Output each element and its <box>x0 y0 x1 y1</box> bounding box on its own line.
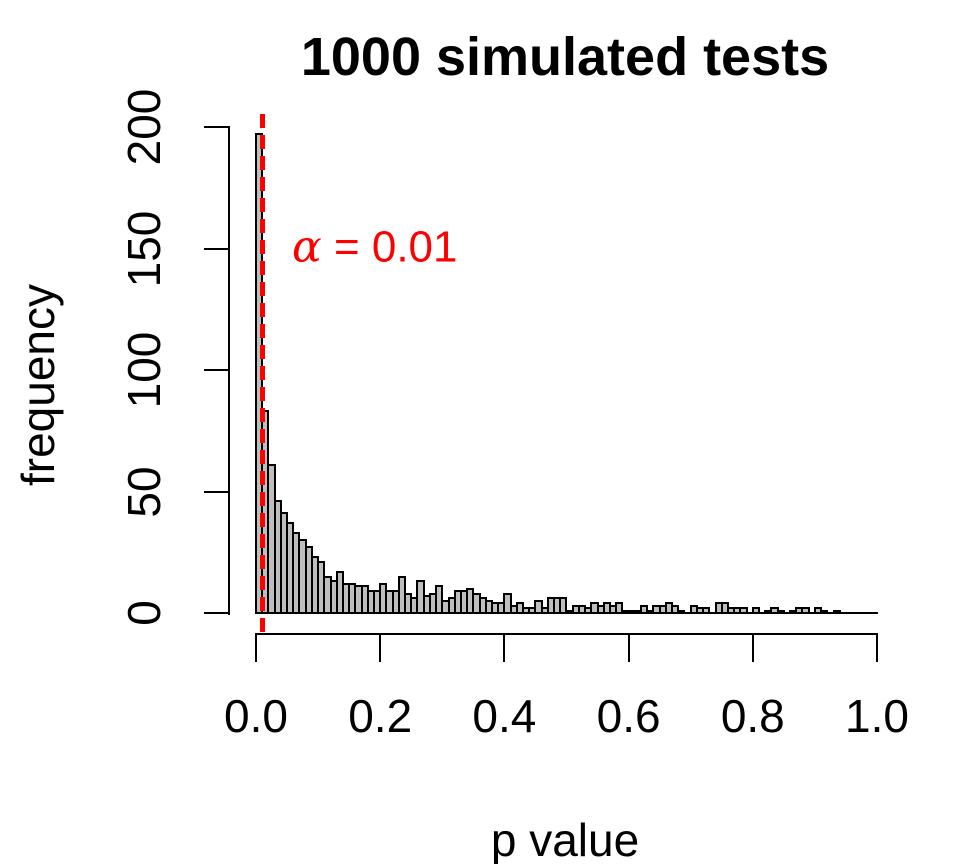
histogram-bar <box>435 585 444 614</box>
y-axis-tick <box>204 369 230 371</box>
y-tick-label: 150 <box>118 210 170 287</box>
histogram-bar <box>832 609 841 614</box>
x-axis-tick <box>379 635 382 662</box>
y-tick-label: 0 <box>118 600 170 626</box>
x-axis-tick <box>876 635 878 662</box>
alpha-annotation: α = 0.01 <box>292 222 458 273</box>
y-axis-tick <box>204 490 230 493</box>
x-axis-tick <box>255 635 257 662</box>
y-axis-tick <box>204 612 230 614</box>
x-axis-tick <box>751 635 754 662</box>
y-tick-label: 50 <box>118 465 170 518</box>
histogram-bar <box>776 609 785 614</box>
alpha-threshold-line <box>259 114 265 636</box>
histogram-bar <box>559 597 568 614</box>
histogram-bar <box>534 599 543 614</box>
histogram-bar <box>677 609 686 614</box>
histogram-bar <box>751 607 760 614</box>
histogram-bar <box>671 604 680 614</box>
histogram-bar <box>615 602 624 614</box>
histogram-bar <box>503 592 512 614</box>
histogram-bar <box>640 604 649 614</box>
histogram-bar <box>702 607 711 614</box>
x-tick-label: 0.8 <box>720 690 785 742</box>
x-tick-label: 0.4 <box>472 690 537 742</box>
x-tick-label: 0.2 <box>348 690 413 742</box>
y-axis-title: frequency <box>12 283 64 487</box>
y-axis-tick <box>204 247 230 250</box>
histogram-bar <box>801 607 810 614</box>
chart-title: 1000 simulated tests <box>300 27 830 87</box>
x-axis-tick <box>627 635 630 662</box>
alpha-annotation-text: = 0.01 <box>321 222 458 272</box>
x-tick-label: 0.6 <box>596 690 661 742</box>
x-axis-tick <box>503 635 506 662</box>
y-tick-label: 100 <box>118 331 170 409</box>
y-tick-label: 200 <box>118 88 170 166</box>
x-axis-line <box>255 633 878 635</box>
x-tick-label: 0.0 <box>224 690 288 742</box>
alpha-symbol: α <box>292 221 322 273</box>
histogram-bar <box>820 609 829 614</box>
x-axis-title: p value <box>490 814 640 864</box>
x-tick-label: 1.0 <box>845 690 909 742</box>
histogram-bar <box>739 607 748 614</box>
y-axis-tick <box>204 126 230 128</box>
